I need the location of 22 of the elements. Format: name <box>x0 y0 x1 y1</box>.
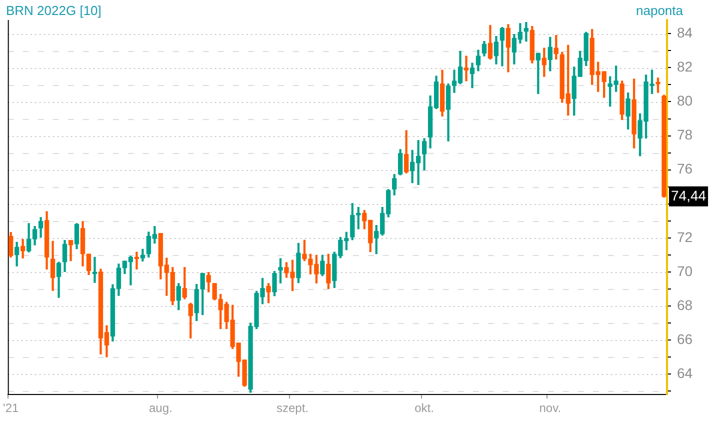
candlestick <box>134 252 140 270</box>
x-tick-label: okt. <box>414 401 434 416</box>
y-tick-label: 64 <box>677 365 693 382</box>
y-tick-label: 70 <box>677 262 693 279</box>
candlestick <box>92 256 98 283</box>
chart-title: BRN 2022G [10] <box>6 3 102 18</box>
candlestick <box>464 56 469 82</box>
candlestick <box>524 22 529 42</box>
y-tick-label: 78 <box>677 126 693 143</box>
chart-subtitle: naponta <box>636 3 683 18</box>
y-tick-label: 68 <box>677 296 693 313</box>
y-tick-label: 84 <box>677 24 693 40</box>
y-tick-label: 76 <box>677 160 693 177</box>
x-tick-label: szept. <box>276 401 308 416</box>
y-tick-label: 80 <box>677 92 693 109</box>
y-tick-label: 82 <box>677 58 693 75</box>
x-tick-label: '21 <box>3 401 19 416</box>
y-tick-label: 66 <box>677 330 693 347</box>
x-tick-label: nov. <box>539 401 562 416</box>
annotation: 74,44 <box>671 187 706 204</box>
y-tick-label: 72 <box>677 228 693 245</box>
x-tick-label: aug. <box>148 401 172 416</box>
